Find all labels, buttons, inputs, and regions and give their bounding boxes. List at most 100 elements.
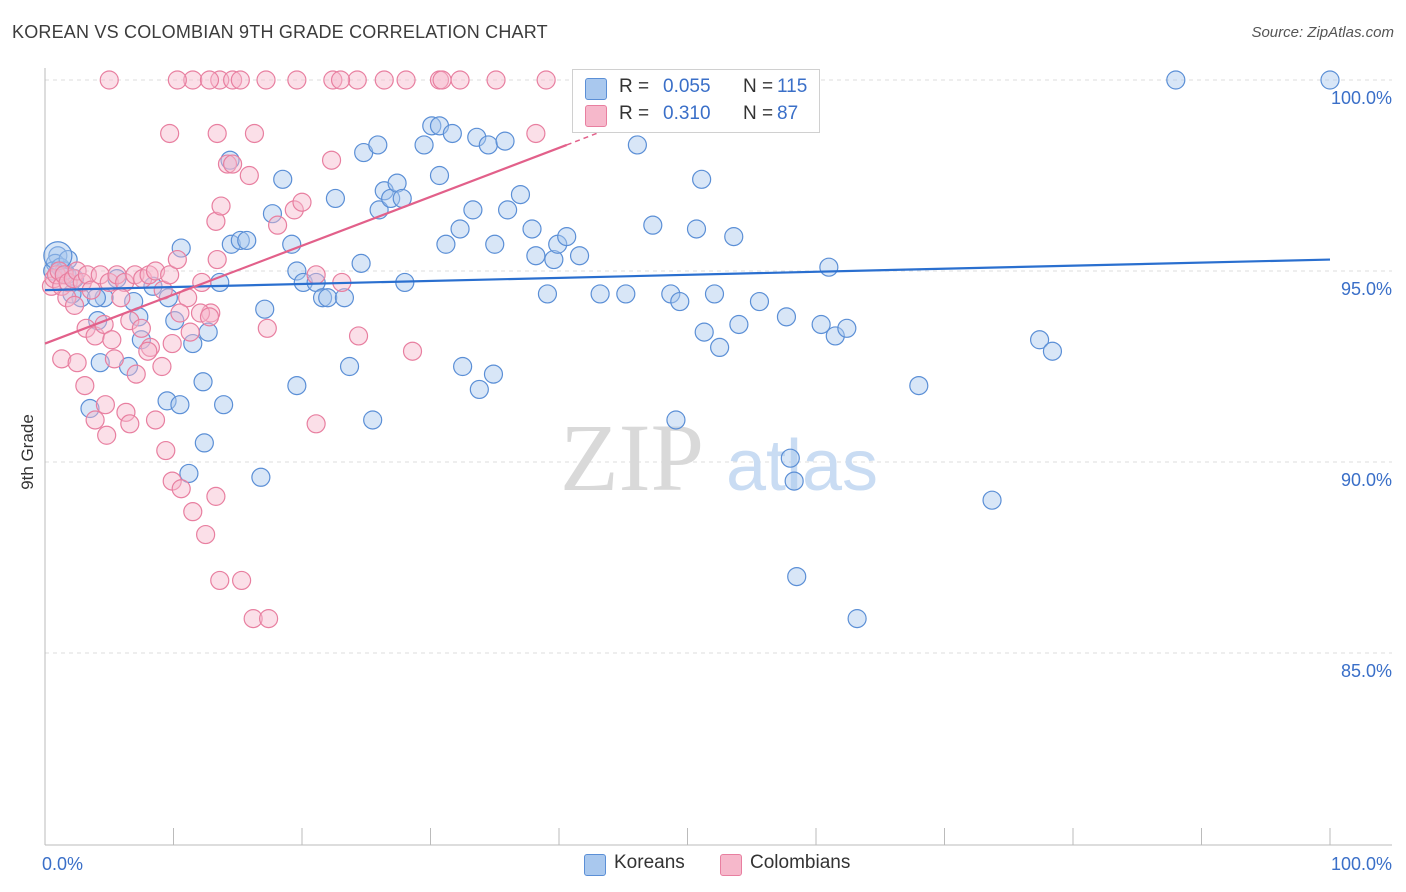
colombian-point (321, 150, 342, 170)
korean-point (339, 356, 360, 377)
n-label: N = (743, 76, 774, 97)
colombian-point (207, 249, 227, 270)
colombian-point (432, 70, 452, 90)
colombian-point (402, 341, 423, 361)
x-tick-label: 100.0% (1331, 854, 1392, 874)
korean-point (387, 173, 407, 193)
korean-point (194, 433, 214, 453)
colombian-point (138, 341, 158, 361)
x-tick-label: 0.0% (42, 854, 83, 874)
colombian-point (374, 70, 394, 90)
korean-point (171, 238, 191, 258)
korean-point (463, 200, 483, 220)
korean-point (710, 337, 730, 357)
colombian-point (450, 70, 470, 90)
korean-point (429, 165, 450, 186)
colombian-point (256, 70, 276, 90)
korean-point (670, 291, 690, 312)
colombian-point (126, 364, 146, 384)
korean-point (569, 246, 590, 266)
korean-point (80, 398, 100, 419)
colombian-point (99, 70, 119, 90)
colombian-point (243, 609, 263, 629)
colombian-point (52, 349, 72, 369)
n-label: N = (743, 103, 774, 124)
korean-point (157, 391, 177, 411)
korean-point (170, 395, 190, 415)
korean-point (982, 490, 1002, 510)
colombian-point (167, 70, 187, 90)
watermark-atlas: atlas (726, 426, 878, 506)
colombian-point (67, 353, 87, 373)
y-tick-label: 95.0% (1341, 279, 1392, 299)
korean-point (729, 314, 749, 335)
colombian-point (232, 570, 252, 591)
colombian-point (167, 249, 187, 270)
korean-point (784, 471, 804, 491)
korean-point (273, 169, 293, 189)
colombian-point (120, 414, 140, 434)
colombian-point (196, 524, 216, 545)
colombian-point (115, 272, 135, 293)
korean-point (483, 364, 504, 384)
korean-point (616, 284, 636, 304)
korean-point (510, 185, 531, 205)
colombian-point (244, 123, 265, 144)
colombian-point (306, 414, 326, 434)
korean-point (262, 204, 283, 224)
korean-point (837, 318, 857, 338)
watermark-zip: ZIP (560, 404, 704, 511)
colombian-point (171, 479, 191, 499)
colombian-point (183, 502, 203, 522)
colombian-point (111, 288, 131, 308)
colombian-point (284, 200, 304, 220)
korean-point (627, 135, 647, 155)
korean-point (1042, 341, 1063, 361)
korean-point (237, 230, 257, 251)
korean-point (544, 249, 564, 270)
colombian-point (210, 570, 230, 591)
colombian-point (323, 70, 343, 90)
colombian-point (239, 165, 259, 186)
series-legend: Koreans Colombians (0, 852, 1406, 878)
colombian-point (131, 318, 151, 338)
tick-labels: 100.0% 95.0% 90.0% 85.0% 0.0% 100.0% (42, 88, 1392, 874)
legend-label: Colombians (750, 852, 851, 873)
colombian-point (162, 333, 182, 354)
colombian-point (306, 265, 326, 285)
colombian-trend-line (44, 143, 568, 345)
korean-point (179, 463, 199, 484)
colombian-point (67, 261, 87, 281)
korean-point (467, 127, 487, 147)
n-value: 115 (777, 76, 808, 97)
korean-point (1320, 70, 1340, 90)
korean-point (90, 353, 110, 373)
korean-point (1166, 70, 1186, 90)
korean-point (522, 219, 542, 239)
colombian-point (75, 376, 95, 396)
colombian-point (64, 295, 85, 315)
colombian-point (97, 425, 117, 445)
colombian-point (156, 440, 176, 461)
korean-point (43, 241, 73, 271)
korean-point (909, 376, 929, 396)
colombian-point (95, 395, 115, 415)
axes (44, 68, 1392, 846)
legend-label: Koreans (614, 852, 685, 873)
korean-point (422, 116, 442, 136)
korean-point (318, 288, 338, 308)
korean-point (368, 135, 388, 155)
korean-swatch (585, 78, 607, 100)
colombian-point (116, 402, 136, 422)
korean-point (334, 288, 355, 308)
korean-point (847, 609, 867, 629)
colombian-point (170, 303, 190, 323)
colombian-point (396, 70, 416, 90)
colombian-point (206, 486, 226, 506)
colombian-point (145, 261, 166, 281)
korean-point (692, 169, 712, 189)
korean-point (787, 566, 807, 587)
korean-point (251, 467, 271, 487)
colombian-point (206, 211, 226, 231)
